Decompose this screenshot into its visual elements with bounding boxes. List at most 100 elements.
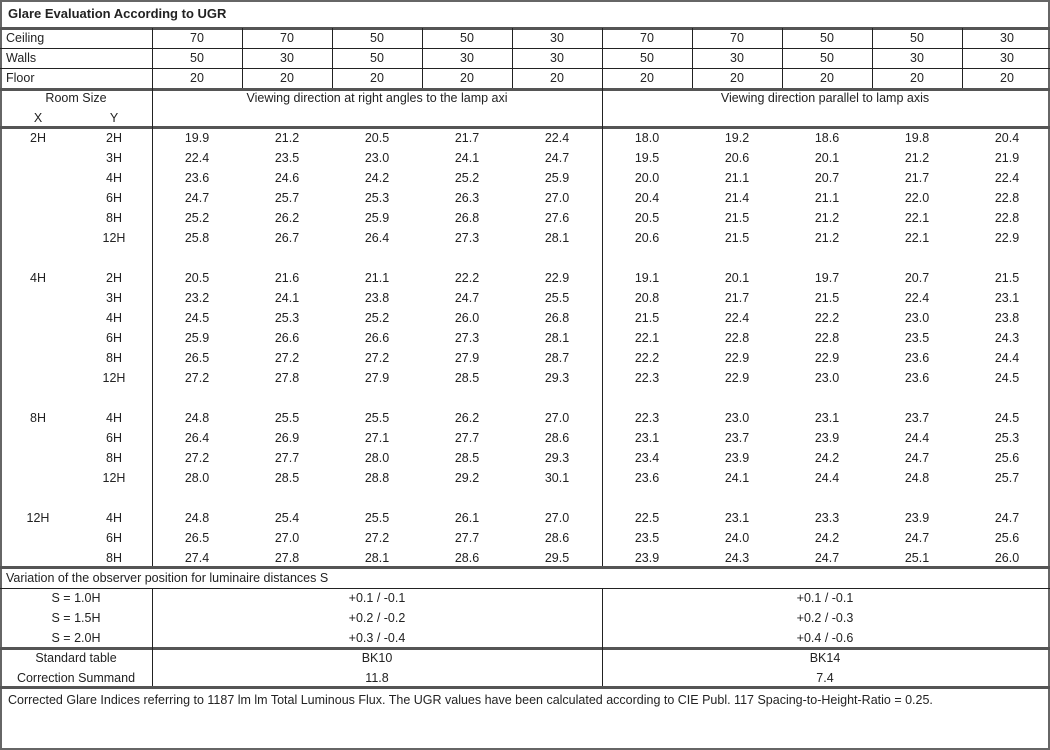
ugr-value: 19.5 [634, 151, 660, 165]
ugr-value: 26.7 [274, 231, 300, 245]
ugr-value: 27.0 [274, 531, 300, 545]
divider [152, 88, 153, 568]
ugr-value: 22.9 [994, 231, 1020, 245]
ugr-value: 26.8 [454, 211, 480, 225]
reflectance-value: 70 [640, 31, 654, 45]
ugr-value: 23.3 [814, 511, 840, 525]
ugr-value: 23.7 [724, 431, 750, 445]
ugr-value: 23.8 [364, 291, 390, 305]
ugr-value: 24.2 [364, 171, 390, 185]
ugr-value: 27.1 [364, 431, 390, 445]
ugr-value: 24.4 [994, 351, 1020, 365]
ugr-value: 24.4 [904, 431, 930, 445]
ugr-value: 22.8 [814, 331, 840, 345]
ugr-value: 20.4 [634, 191, 660, 205]
divider [152, 28, 153, 88]
divider [602, 88, 603, 568]
ugr-value: 24.4 [814, 471, 840, 485]
reflectance-value: 20 [190, 71, 204, 85]
ugr-value: 22.0 [904, 191, 930, 205]
ugr-value: 23.0 [724, 411, 750, 425]
room-y-value: 6H [106, 331, 122, 345]
ugr-value: 28.0 [364, 451, 390, 465]
room-x-value: 8H [30, 411, 46, 425]
ugr-value: 27.0 [544, 411, 570, 425]
divider [602, 588, 603, 688]
ugr-value: 23.0 [814, 371, 840, 385]
reflectance-value: 30 [730, 51, 744, 65]
ugr-value: 25.5 [364, 411, 390, 425]
ugr-value: 23.9 [634, 551, 660, 565]
ugr-value: 21.5 [814, 291, 840, 305]
ugr-value: 25.2 [364, 311, 390, 325]
ugr-value: 26.0 [994, 551, 1020, 565]
ugr-value: 27.0 [544, 511, 570, 525]
ugr-value: 23.2 [184, 291, 210, 305]
ugr-value: 27.2 [274, 351, 300, 365]
ugr-value: 19.7 [814, 271, 840, 285]
ugr-value: 25.5 [544, 291, 570, 305]
ugr-value: 23.9 [724, 451, 750, 465]
ugr-value: 27.9 [364, 371, 390, 385]
ugr-value: 21.5 [994, 271, 1020, 285]
ugr-value: 27.0 [544, 191, 570, 205]
ugr-value: 26.2 [274, 211, 300, 225]
reflectance-value: 20 [730, 71, 744, 85]
ugr-value: 25.3 [364, 191, 390, 205]
ugr-value: 21.4 [724, 191, 750, 205]
ugr-value: 25.7 [994, 471, 1020, 485]
divider [152, 588, 153, 688]
ugr-value: 25.2 [184, 211, 210, 225]
ugr-value: 20.6 [634, 231, 660, 245]
ugr-value: 28.8 [364, 471, 390, 485]
ugr-value: 28.6 [544, 531, 570, 545]
room-y-value: 6H [106, 531, 122, 545]
ugr-value: 20.5 [184, 271, 210, 285]
ugr-value: 28.6 [454, 551, 480, 565]
divider [0, 588, 1050, 589]
reflectance-value: 30 [1000, 51, 1014, 65]
ugr-value: 25.9 [184, 331, 210, 345]
ugr-value: 23.0 [904, 311, 930, 325]
ugr-value: 22.8 [994, 211, 1020, 225]
reflectance-value: 70 [190, 31, 204, 45]
reflectance-value: 30 [280, 51, 294, 65]
ugr-value: 21.2 [814, 211, 840, 225]
standard-table-parallel: BK14 [809, 651, 841, 665]
reflectance-value: 50 [820, 51, 834, 65]
divider [422, 28, 423, 88]
ugr-value: 20.0 [634, 171, 660, 185]
ugr-value: 26.4 [364, 231, 390, 245]
reflectance-value: 50 [370, 31, 384, 45]
ugr-value: 23.1 [994, 291, 1020, 305]
ugr-value: 24.1 [274, 291, 300, 305]
ugr-value: 24.1 [454, 151, 480, 165]
ugr-value: 25.3 [994, 431, 1020, 445]
divider [782, 28, 783, 88]
ugr-value: 22.3 [634, 411, 660, 425]
room-y-value: 4H [106, 511, 122, 525]
ugr-value: 22.2 [814, 311, 840, 325]
room-y-value: 6H [106, 431, 122, 445]
ugr-value: 25.2 [454, 171, 480, 185]
ugr-value: 23.5 [634, 531, 660, 545]
variation-parallel: +0.1 / -0.1 [796, 591, 854, 605]
ugr-value: 26.5 [184, 531, 210, 545]
reflectance-label: Walls [6, 51, 37, 65]
ugr-value: 25.1 [904, 551, 930, 565]
reflectance-value: 20 [640, 71, 654, 85]
room-y-value: 8H [106, 211, 122, 225]
variation-parallel: +0.2 / -0.3 [796, 611, 854, 625]
ugr-value: 23.1 [724, 511, 750, 525]
divider [512, 28, 513, 88]
ugr-value: 28.6 [544, 431, 570, 445]
ugr-value: 28.7 [544, 351, 570, 365]
divider [0, 686, 1050, 689]
room-y-value: 12H [102, 371, 126, 385]
ugr-value: 21.6 [274, 271, 300, 285]
reflectance-value: 50 [190, 51, 204, 65]
standard-table-perpendicular: BK10 [361, 651, 393, 665]
correction-parallel: 7.4 [816, 671, 834, 685]
reflectance-value: 20 [280, 71, 294, 85]
ugr-value: 21.5 [634, 311, 660, 325]
